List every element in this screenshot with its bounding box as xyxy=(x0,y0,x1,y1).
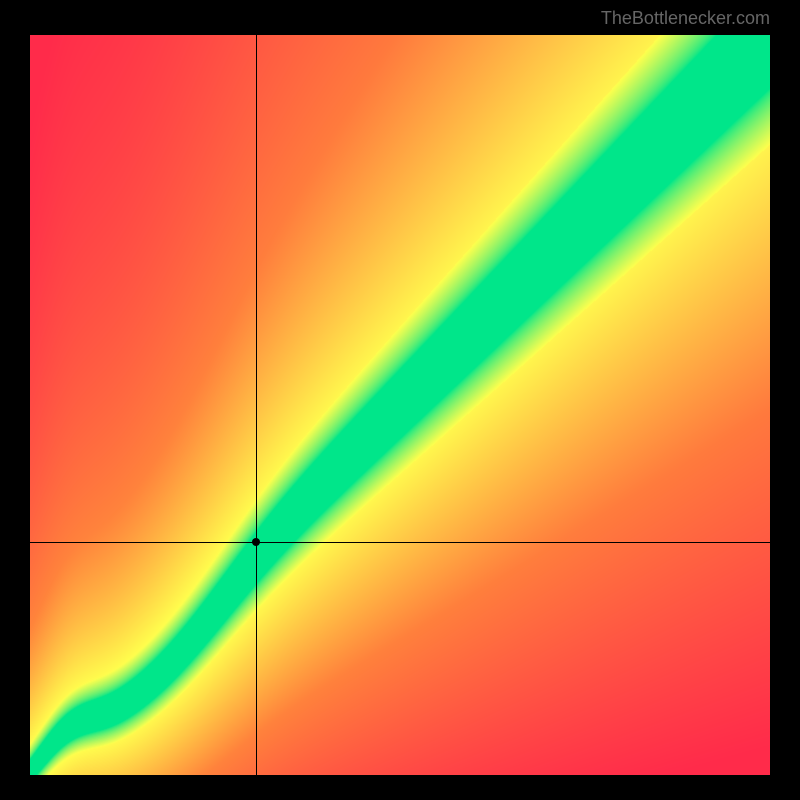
heatmap-canvas xyxy=(30,35,770,775)
crosshair-vertical xyxy=(256,35,257,775)
plot-area xyxy=(30,35,770,775)
crosshair-horizontal xyxy=(30,542,770,543)
marker-dot xyxy=(252,538,260,546)
watermark-text: TheBottlenecker.com xyxy=(601,8,770,29)
